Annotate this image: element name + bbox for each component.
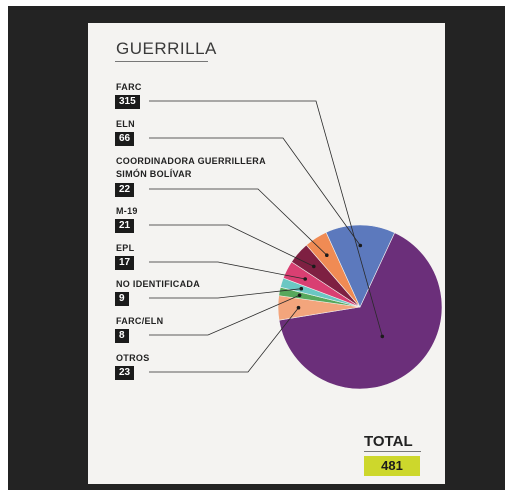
legend-value-otros: 23 xyxy=(115,366,135,380)
leader-dot xyxy=(380,334,385,339)
pie-slice-eln xyxy=(325,224,396,308)
legend-value-cgsb: 22 xyxy=(115,183,135,197)
leader-line-m-19 xyxy=(149,224,314,267)
leader-line-no-identificada xyxy=(149,288,302,299)
leader-line-coordinadora-guerrillera-sim-n-bol-var xyxy=(149,188,328,256)
legend-label-cgsb-line1: COORDINADORA GUERRILLERA xyxy=(116,156,266,166)
leader-dot xyxy=(296,305,301,310)
leader-line-eln xyxy=(149,137,361,246)
leader-dot xyxy=(303,277,307,281)
leader-line-farc xyxy=(149,100,383,337)
legend-value-farc: 315 xyxy=(115,95,140,109)
legend-label-cgsb-line2: SIMÓN BOLÍVAR xyxy=(116,169,192,179)
leader-dot xyxy=(297,293,302,298)
chart-title: GUERRILLA xyxy=(116,39,217,58)
legend-value-m19: 21 xyxy=(115,219,135,233)
leader-dot xyxy=(312,264,316,269)
leader-dot xyxy=(325,253,329,257)
total-underline xyxy=(364,451,421,452)
legend-label-epl: EPL xyxy=(116,243,135,253)
legend-label-m19: M-19 xyxy=(116,206,138,216)
total-label: TOTAL xyxy=(364,433,413,450)
title-underline xyxy=(115,61,208,62)
legend-label-farc: FARC xyxy=(116,82,142,92)
legend-value-eln: 66 xyxy=(115,132,135,146)
legend-value-no-identificada: 9 xyxy=(115,292,129,306)
leader-dot xyxy=(358,243,363,248)
viewer-frame: GUERRILLA FARC 315 ELN 66 COORDINADORA G… xyxy=(8,6,505,490)
leader-line-farc-eln xyxy=(149,294,300,336)
legend-value-farc-eln: 8 xyxy=(115,329,129,343)
legend-label-eln: ELN xyxy=(116,119,135,129)
infographic-card: GUERRILLA FARC 315 ELN 66 COORDINADORA G… xyxy=(88,23,445,484)
legend-label-otros: OTROS xyxy=(116,353,150,363)
leader-line-epl xyxy=(149,261,306,280)
leader-dot xyxy=(299,286,304,291)
legend-value-epl: 17 xyxy=(115,256,135,270)
pie-slice-farc xyxy=(278,232,443,390)
pie-chart xyxy=(149,100,443,390)
total-value: 481 xyxy=(364,456,420,476)
legend-label-no-identificada: NO IDENTIFICADA xyxy=(116,279,200,289)
legend-label-farc-eln: FARC/ELN xyxy=(116,316,164,326)
leader-line-otros xyxy=(149,307,299,373)
